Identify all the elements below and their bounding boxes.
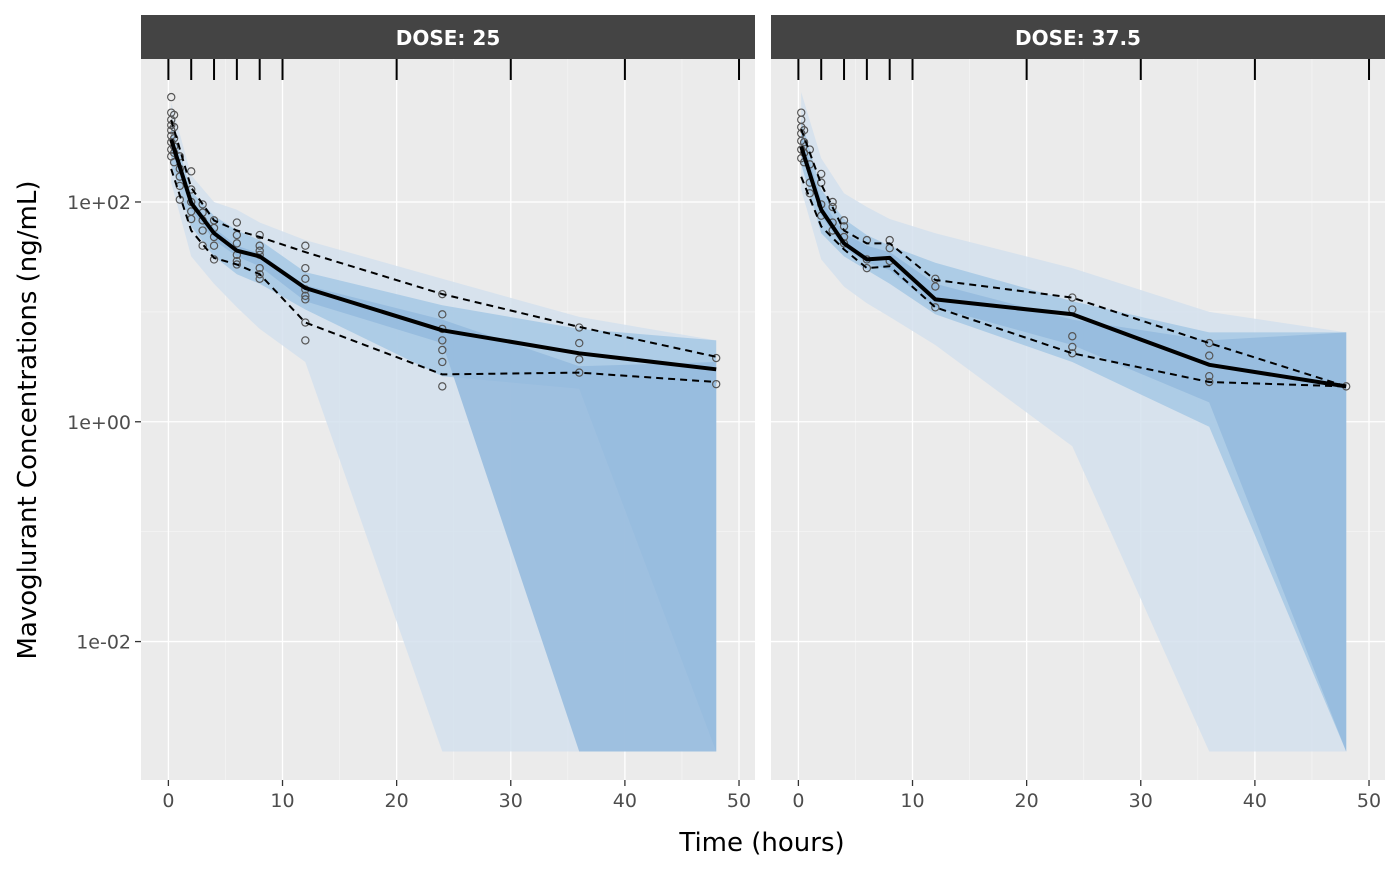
observed-point — [1205, 338, 1214, 348]
observed-point — [301, 336, 310, 345]
observed-p95-line — [170, 119, 717, 358]
observed-point — [169, 122, 179, 132]
observed-point — [438, 310, 447, 319]
observed-point — [1205, 371, 1214, 381]
facet-strip — [141, 15, 755, 59]
observed-point — [255, 263, 264, 273]
y-axis: 1e+02 1e+00 1e-02 — [67, 192, 141, 654]
observed-median-line — [169, 138, 717, 372]
observed-p05-line — [800, 176, 1347, 388]
y-tick-label: 1e+02 — [67, 192, 131, 214]
observed-point — [187, 167, 196, 176]
observed-point — [301, 295, 310, 304]
observed-point — [255, 270, 264, 279]
observed-point — [198, 200, 207, 209]
observed-point — [817, 169, 826, 179]
observed-p05-line — [170, 168, 717, 383]
observed-median-line — [799, 145, 1347, 389]
observed-point — [438, 382, 447, 391]
observed-point — [301, 274, 310, 283]
observed-point — [799, 125, 809, 135]
x-axis-title: Time (hours) — [678, 828, 844, 858]
x-tick-label: 10 — [900, 790, 924, 812]
observed-point — [169, 134, 179, 143]
observed-point — [438, 336, 447, 345]
facet-strip-label: DOSE: 25 — [396, 26, 500, 50]
prediction-band-median — [801, 133, 1347, 752]
observed-point — [232, 239, 242, 248]
observed-point — [1068, 342, 1077, 352]
x-tick-label: 50 — [1357, 790, 1381, 812]
observed-point — [255, 241, 264, 250]
panels-layer: DOSE: 25 0 10 20 30 40 50 DOSE: 37.5 0 10 20 30 40 50 — [141, 15, 1385, 812]
observed-point — [1068, 349, 1077, 358]
observed-point — [1068, 332, 1077, 341]
observed-point — [198, 241, 207, 250]
observed-point — [799, 137, 809, 147]
observed-point — [209, 255, 219, 264]
observed-point — [575, 338, 584, 348]
y-tick-label: 1e-02 — [76, 632, 131, 654]
x-tick-label: 10 — [270, 790, 294, 812]
x-tick-label: 0 — [162, 790, 174, 812]
x-tick-label: 30 — [1129, 790, 1153, 812]
x-tick-label: 0 — [792, 790, 804, 812]
observed-point — [169, 110, 179, 120]
x-tick-label: 40 — [1243, 790, 1267, 812]
observed-point — [438, 345, 447, 355]
prediction-band-inner — [171, 123, 717, 752]
observed-point — [575, 355, 584, 364]
facet-panel-1: DOSE: 25 0 10 20 30 40 50 — [141, 15, 755, 812]
facet-panel-2: DOSE: 37.5 0 10 20 30 40 50 — [771, 15, 1385, 812]
observed-point — [1205, 351, 1214, 360]
observed-p95-line — [800, 128, 1347, 388]
observed-point — [301, 263, 310, 273]
observed-point — [167, 131, 176, 141]
observed-point — [301, 241, 310, 250]
x-tick-label: 50 — [727, 790, 751, 812]
prediction-band-inner — [801, 119, 1347, 752]
prediction-band-outer — [801, 92, 1347, 752]
observed-point — [301, 318, 310, 327]
observed-point — [198, 226, 207, 235]
observed-point — [839, 239, 849, 248]
observed-point — [839, 216, 849, 225]
observed-point — [862, 263, 872, 273]
observed-point — [209, 241, 219, 250]
observed-point — [711, 353, 721, 363]
x-tick-label: 20 — [385, 790, 409, 812]
x-tick-label: 20 — [1015, 790, 1039, 812]
observed-point — [931, 282, 940, 291]
x-tick-label: 40 — [613, 790, 637, 812]
observed-point — [805, 189, 815, 198]
facet-strip-label: DOSE: 37.5 — [1015, 26, 1141, 50]
y-axis-title: Mavoglurant Concentrations (ng/mL) — [13, 180, 43, 659]
observed-point — [711, 379, 721, 389]
observed-point — [255, 230, 264, 240]
observed-point — [167, 92, 176, 102]
y-tick-label: 1e+00 — [67, 412, 131, 434]
observed-point — [232, 218, 242, 227]
observed-point — [828, 202, 837, 212]
x-tick-label: 30 — [499, 790, 523, 812]
observed-point — [438, 357, 447, 367]
facet-strip — [771, 15, 1385, 59]
observed-point — [931, 303, 940, 312]
observed-point — [301, 291, 310, 301]
